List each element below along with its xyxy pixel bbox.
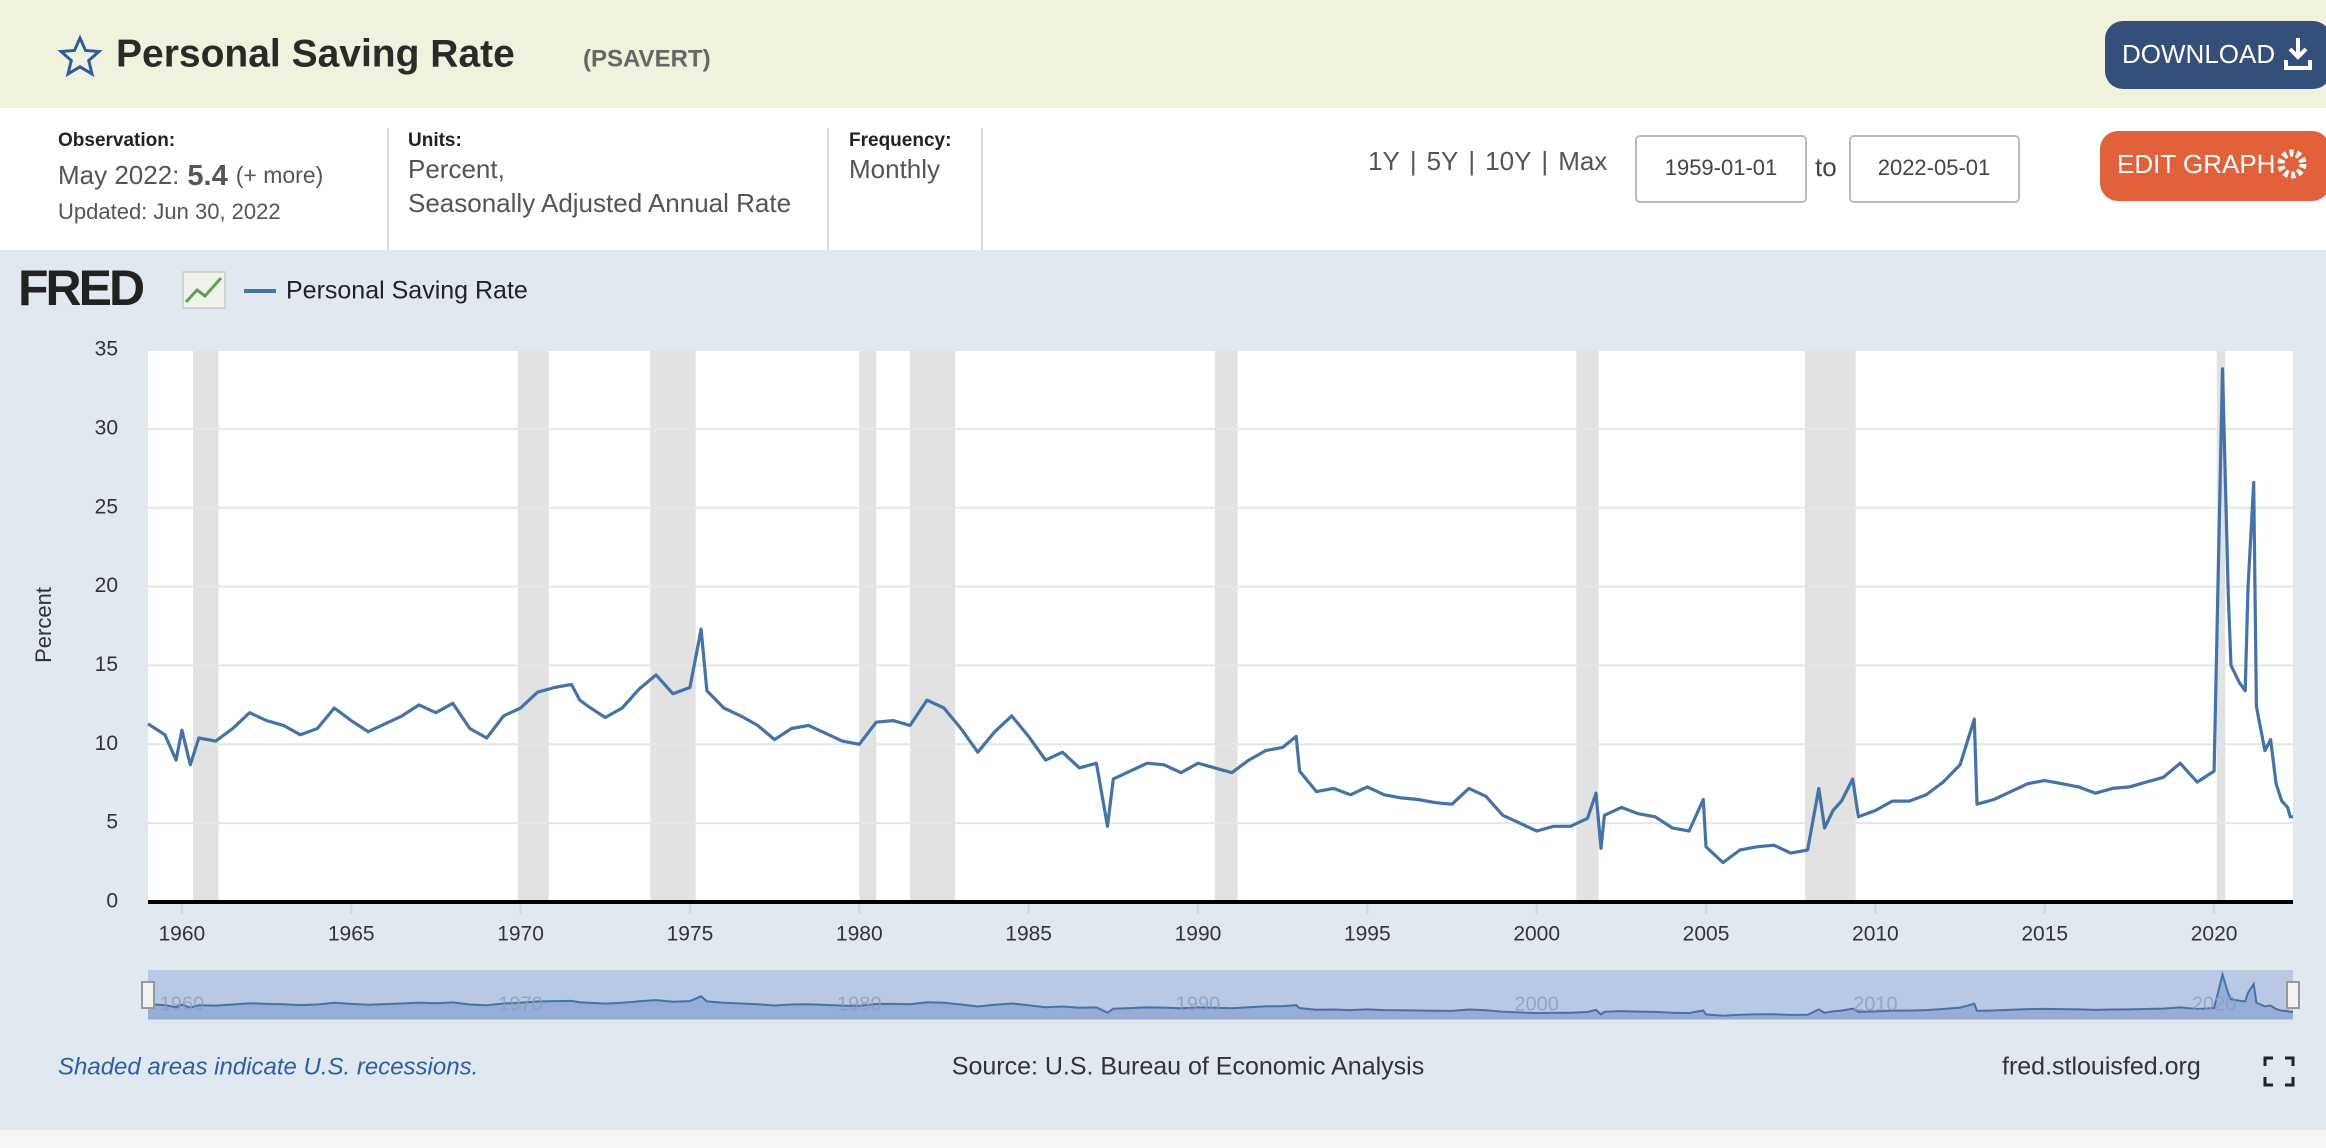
navigator-tick-label: 2000 [1514,993,1559,1015]
x-tick-label: 1985 [1005,923,1052,946]
legend-label: Personal Saving Rate [286,277,528,305]
y-axis-label: Percent [31,587,56,663]
x-tick-label: 1980 [836,923,883,946]
x-tick-label: 1990 [1175,923,1222,946]
series-line [147,367,2293,865]
to-label: to [1815,152,1837,182]
frequency-label: Frequency: [849,130,951,151]
header-band [0,0,2326,108]
separator: | [1410,146,1417,176]
range-buttons: 1Y | 5Y | 10Y | Max [1368,146,1607,176]
x-tick-label: 1975 [667,923,714,946]
y-tick-label: 25 [95,495,118,518]
edit-graph-button[interactable]: EDIT GRAPH [2100,131,2326,201]
recession [1214,350,1238,902]
y-tick-label: 0 [106,890,118,913]
x-tick-label: 2020 [2191,923,2238,946]
start-date[interactable]: 1959-01-01 [1665,155,1778,180]
recession [2216,350,2226,902]
fullscreen-icon[interactable] [2263,1056,2295,1087]
navigator-tick-label: 1980 [837,993,882,1015]
site-link[interactable]: fred.stlouisfed.org [2002,1053,2201,1081]
end-date-input[interactable] [1849,135,2020,203]
navigator-line [147,970,2293,1017]
range-button[interactable]: 10Y [1485,146,1531,176]
x-tick-label: 1970 [497,923,544,946]
logo-icon [182,271,226,309]
chart: 0 5 10 15 20 25 30 35 1960 1965 1970 1975 1980 1985 19… [95,338,2293,946]
download-bg[interactable] [2105,21,2326,89]
source: Source: U.S. Bureau of Economic Analysis [952,1053,1424,1081]
recession [859,350,877,902]
x-tick-label: 1965 [328,923,375,946]
x-tick-label: 1960 [159,923,206,946]
navigator-tick-label: 1960 [160,993,205,1015]
more-link[interactable]: (+ more) [236,162,324,188]
separator: | [1541,146,1548,176]
logo: FRED [18,260,144,316]
download-button[interactable]: DOWNLOAD [2105,21,2326,89]
range-button[interactable]: 5Y [1427,146,1459,176]
x-tick-label: 2010 [1852,923,1899,946]
x-tick-label: 2015 [2021,923,2068,946]
y-tick-label: 30 [95,416,118,439]
start-date-input[interactable] [1635,135,1807,203]
units-label: Units: [408,130,462,151]
observation-label: Observation: [58,130,175,151]
navigator-tick-label: 1970 [498,993,543,1015]
recession [650,350,696,902]
navigator-handle[interactable] [2286,981,2300,1009]
navigator-area [148,974,2293,1019]
observation-value: 5.4 [187,160,227,192]
units: Seasonally Adjusted Annual Rate [408,188,791,218]
y-tick-label: 20 [95,574,118,597]
units: Percent, [408,154,505,184]
recession [517,350,549,902]
edit-bg[interactable] [2100,131,2326,201]
range-button[interactable]: 1Y [1368,146,1400,176]
end-date[interactable]: 2022-05-01 [1878,155,1991,180]
x-tick-label: 2000 [1513,923,1560,946]
favorite-star[interactable] [57,34,103,78]
navigator-handle[interactable] [141,981,155,1009]
logo-icon-line [184,277,223,304]
series-id: (PSAVERT) [583,45,711,72]
navigator-tick-label: 2010 [1853,993,1898,1015]
recession [1576,350,1599,902]
frequency: Monthly [849,154,940,184]
recession [193,350,219,902]
range-button[interactable]: Max [1558,146,1607,176]
navigator-tick-label: 1990 [1176,993,1221,1015]
download-label[interactable]: DOWNLOAD [2122,39,2275,69]
navigator-tick-label: 2020 [2192,993,2237,1015]
observation-date: May 2022: [58,160,179,190]
x-tick-label: 2005 [1683,923,1730,946]
y-tick-label: 15 [95,653,118,676]
gear-icon[interactable] [2277,149,2307,179]
x-tick-label: 1995 [1344,923,1391,946]
recession [910,350,956,902]
page-title: Personal Saving Rate [116,32,515,75]
edit-label[interactable]: EDIT GRAPH [2117,149,2275,179]
recession-note: Shaded areas indicate U.S. recessions. [58,1053,478,1080]
updated: Updated: Jun 30, 2022 [58,199,281,224]
y-tick-label: 35 [95,338,118,361]
y-tick-label: 10 [95,732,118,755]
y-tick-label: 5 [106,811,118,834]
separator: | [1468,146,1475,176]
observation: May 2022: 5.4 (+ more) [58,160,323,192]
download-icon[interactable] [2284,38,2312,70]
